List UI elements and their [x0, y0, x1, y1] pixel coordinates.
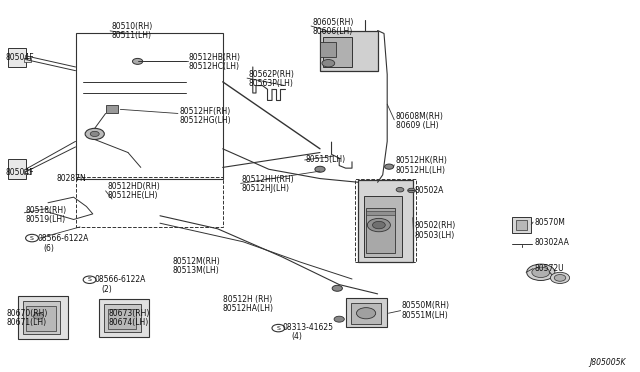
Text: 80512HB(RH): 80512HB(RH) [189, 53, 241, 62]
Text: 80504F: 80504F [5, 53, 34, 62]
Circle shape [90, 131, 99, 137]
Text: 80512HF(RH): 80512HF(RH) [179, 107, 230, 116]
Text: 80671(LH): 80671(LH) [6, 318, 47, 327]
Text: 80512HC(LH): 80512HC(LH) [189, 62, 240, 71]
Circle shape [322, 60, 335, 67]
Text: 80502(RH): 80502(RH) [415, 221, 456, 230]
Bar [24, 58, 31, 62]
Text: (4): (4) [291, 332, 302, 341]
Circle shape [550, 272, 570, 283]
Text: 80551M(LH): 80551M(LH) [402, 311, 449, 320]
Bar [512, 217, 531, 232]
Text: 80519(LH): 80519(LH) [26, 215, 66, 224]
Text: 80605(RH): 80605(RH) [312, 18, 354, 27]
Bar [346, 298, 387, 327]
Bar [23, 301, 60, 334]
Bar [108, 309, 136, 329]
Text: 80670(RH): 80670(RH) [6, 309, 48, 318]
Circle shape [356, 308, 376, 319]
Text: 08566-6122A: 08566-6122A [95, 275, 146, 284]
Circle shape [527, 264, 555, 280]
Circle shape [554, 275, 566, 281]
Bar [24, 169, 31, 174]
Bar [18, 296, 68, 339]
Circle shape [332, 285, 342, 291]
Circle shape [33, 313, 44, 319]
Bar [76, 33, 223, 179]
Bar [99, 299, 149, 337]
Circle shape [132, 58, 143, 64]
Text: 80512HG(LH): 80512HG(LH) [179, 116, 231, 125]
Text: S: S [30, 235, 34, 241]
Text: 80287N: 80287N [56, 174, 86, 183]
Text: 80512HE(LH): 80512HE(LH) [108, 191, 158, 200]
Text: 80515(LH): 80515(LH) [306, 155, 346, 164]
Bar [364, 196, 402, 257]
Text: 80674(LH): 80674(LH) [109, 318, 149, 327]
Text: 80512HH(RH): 80512HH(RH) [242, 175, 294, 184]
Text: 80512M(RH): 80512M(RH) [173, 257, 221, 266]
Text: 80502A: 80502A [415, 186, 444, 195]
Text: 80563P(LH): 80563P(LH) [248, 79, 293, 88]
Text: 80512HL(LH): 80512HL(LH) [396, 166, 445, 174]
Text: 80606(LH): 80606(LH) [312, 27, 353, 36]
Bar [355, 179, 416, 262]
Circle shape [334, 316, 344, 322]
Text: 80562P(RH): 80562P(RH) [248, 70, 294, 79]
Circle shape [385, 164, 394, 169]
Circle shape [315, 166, 325, 172]
Bar [351, 303, 381, 324]
Text: 80511(LH): 80511(LH) [112, 31, 152, 40]
Text: 80512HA(LH): 80512HA(LH) [223, 304, 274, 313]
Text: 80512HJ(LH): 80512HJ(LH) [242, 184, 290, 193]
Text: 80673(RH): 80673(RH) [109, 309, 150, 318]
Text: 80510(RH): 80510(RH) [112, 22, 153, 31]
Text: 80609 (LH): 80609 (LH) [396, 121, 438, 130]
Text: J805005K: J805005K [589, 358, 625, 367]
Circle shape [85, 128, 104, 140]
Bar [320, 31, 378, 71]
Circle shape [396, 187, 404, 192]
Bar [320, 42, 336, 57]
Text: (2): (2) [101, 285, 112, 294]
Bar [26, 306, 56, 331]
Text: S: S [276, 326, 280, 331]
Text: 80512HD(RH): 80512HD(RH) [108, 182, 160, 190]
Text: 80570M: 80570M [534, 218, 565, 227]
Bar [8, 159, 26, 179]
Text: 80504F: 80504F [5, 169, 34, 177]
Bar [76, 177, 223, 227]
Text: 80302AA: 80302AA [534, 238, 569, 247]
Text: 80503(LH): 80503(LH) [415, 231, 455, 240]
Text: 80572U: 80572U [534, 264, 564, 273]
Text: 08566-6122A: 08566-6122A [37, 234, 88, 243]
Text: 80512H (RH): 80512H (RH) [223, 295, 272, 304]
Bar [106, 105, 118, 113]
Text: S: S [88, 277, 92, 282]
Text: 80512HK(RH): 80512HK(RH) [396, 156, 447, 165]
Bar [323, 37, 352, 67]
Bar [358, 180, 413, 262]
Text: 80518(RH): 80518(RH) [26, 206, 67, 215]
Text: 80550M(RH): 80550M(RH) [402, 301, 450, 310]
Bar [516, 220, 527, 230]
Circle shape [532, 267, 550, 278]
Text: 08313-41625: 08313-41625 [283, 323, 334, 332]
Text: 80513M(LH): 80513M(LH) [173, 266, 220, 275]
Circle shape [408, 188, 415, 193]
Bar [104, 304, 141, 332]
Circle shape [367, 218, 390, 232]
Bar [366, 211, 395, 215]
Bar [8, 48, 26, 67]
Text: 80608M(RH): 80608M(RH) [396, 112, 444, 121]
Bar [366, 208, 395, 253]
Text: (6): (6) [44, 244, 54, 253]
Circle shape [372, 221, 385, 229]
